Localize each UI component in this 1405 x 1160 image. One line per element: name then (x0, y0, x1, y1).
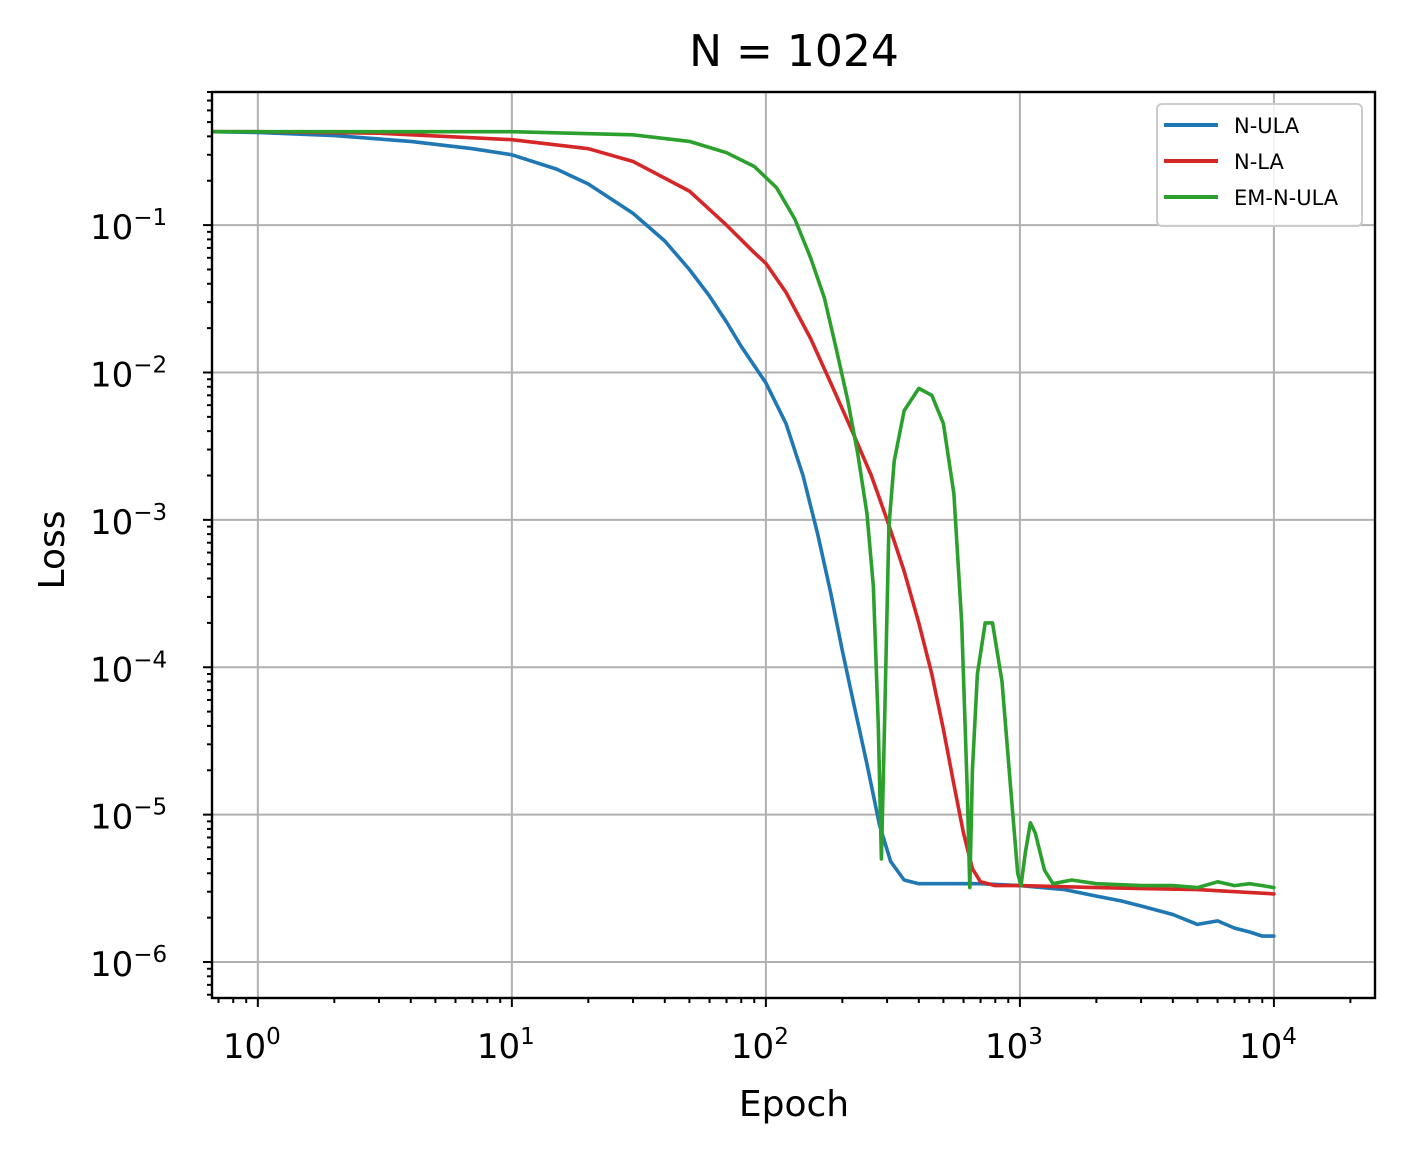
series-line-em-n-ula (212, 129, 1276, 890)
y-tick-label: 10−3 (90, 500, 167, 543)
y-axis-label: Loss (32, 511, 73, 590)
x-tick-label: 104 (1239, 1024, 1297, 1067)
x-tick-label: 103 (985, 1024, 1043, 1067)
legend-label-n-ula: N-ULA (1234, 114, 1300, 138)
y-tick-label: 10−6 (90, 942, 167, 985)
axis-ticks: 100 101 102 103 104 10−1 10−2 10−3 10−4 10−5 10−6 (90, 91, 1352, 1067)
y-tick-label: 10−1 (90, 205, 167, 248)
plot-frame (210, 90, 1377, 1000)
x-axis-label: Epoch (739, 1084, 849, 1125)
x-tick-label: 101 (477, 1024, 535, 1067)
chart-title: N = 1024 (689, 26, 899, 77)
y-tick-label: 10−5 (90, 795, 167, 838)
y-tick-label: 10−2 (90, 352, 167, 395)
x-tick-label: 100 (223, 1024, 281, 1067)
legend-label-em-n-ula: EM-N-ULA (1234, 186, 1339, 210)
y-tick-label: 10−4 (90, 647, 167, 690)
x-tick-label: 102 (731, 1024, 789, 1067)
legend: N-ULA N-LA EM-N-ULA (1156, 103, 1363, 227)
series-line-n-la (212, 129, 1276, 896)
legend-label-n-la: N-LA (1234, 150, 1284, 174)
series-lines (212, 129, 1276, 938)
grid (212, 92, 1375, 998)
series-line-n-ula (212, 129, 1276, 938)
